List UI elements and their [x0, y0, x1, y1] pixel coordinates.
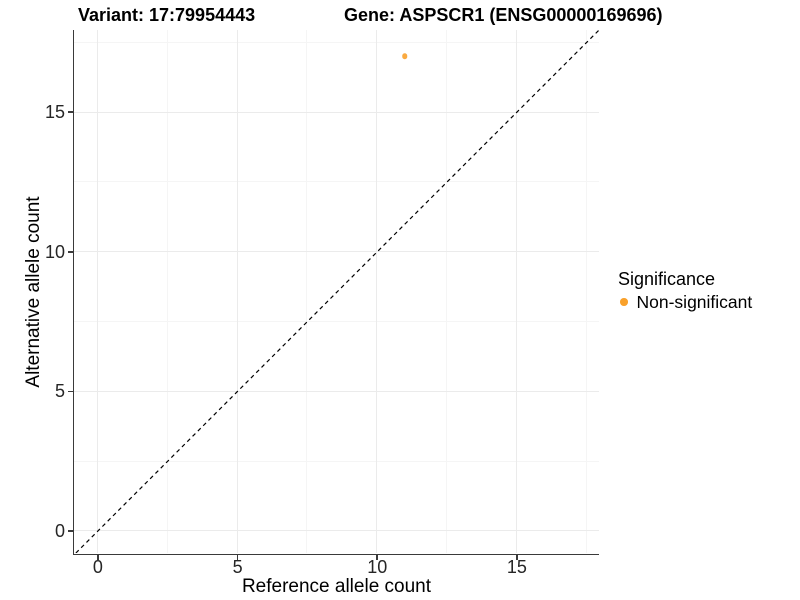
gridline-major-vertical — [376, 30, 378, 553]
y-axis-tick — [67, 530, 73, 532]
legend: Significance Non-significant — [616, 268, 800, 313]
gridline-minor-horizontal — [73, 460, 599, 462]
gridline-major-vertical — [515, 30, 517, 553]
gridline-major-vertical — [96, 30, 98, 553]
y-axis-tick — [67, 251, 73, 253]
y-axis-title: Alternative allele count — [23, 196, 44, 388]
plot-panel — [72, 30, 599, 555]
x-axis-tick — [516, 554, 518, 560]
gridline-major-horizontal — [73, 111, 599, 113]
x-axis-tick-label: 15 — [506, 557, 527, 577]
gridline-minor-horizontal — [73, 181, 599, 183]
x-axis-tick — [97, 554, 99, 560]
plot-title-gene: Gene: ASPSCR1 (ENSG00000169696) — [344, 5, 663, 25]
data-point — [401, 53, 408, 60]
gridline-major-horizontal — [73, 251, 599, 253]
x-axis-tick-label: 10 — [367, 557, 388, 577]
x-axis-tick-label: 0 — [92, 557, 103, 577]
y-axis-tick-label: 5 — [54, 381, 65, 402]
gridline-minor-vertical — [446, 30, 448, 553]
x-axis-tick-label: 5 — [232, 557, 243, 577]
y-axis-tick-label: 0 — [54, 520, 65, 541]
gridline-minor-vertical — [166, 30, 168, 553]
y-axis-tick-label: 15 — [44, 102, 65, 123]
y-axis-tick — [67, 390, 73, 393]
legend-item-non-significant: Non-significant — [616, 291, 800, 313]
legend-dot-icon — [620, 298, 628, 306]
legend-title: Significance — [618, 269, 716, 289]
gridline-major-horizontal — [73, 390, 599, 392]
gridline-minor-vertical — [585, 30, 587, 553]
y-axis-tick-label: 10 — [44, 241, 65, 262]
x-axis-tick — [236, 554, 239, 560]
plot-title-variant: Variant: 17:79954443 — [78, 5, 256, 25]
gridline-minor-vertical — [306, 30, 308, 553]
gridline-major-vertical — [236, 30, 238, 553]
y-axis-tick — [67, 111, 73, 113]
plot-panel-inner — [73, 30, 599, 553]
gridline-minor-horizontal — [73, 321, 599, 323]
identity-line — [74, 30, 599, 553]
gridline-major-horizontal — [73, 530, 599, 532]
legend-item-label: Non-significant — [636, 291, 753, 312]
x-axis-title: Reference allele count — [241, 576, 432, 597]
x-axis-tick — [376, 554, 378, 560]
gridline-minor-horizontal — [73, 41, 599, 43]
